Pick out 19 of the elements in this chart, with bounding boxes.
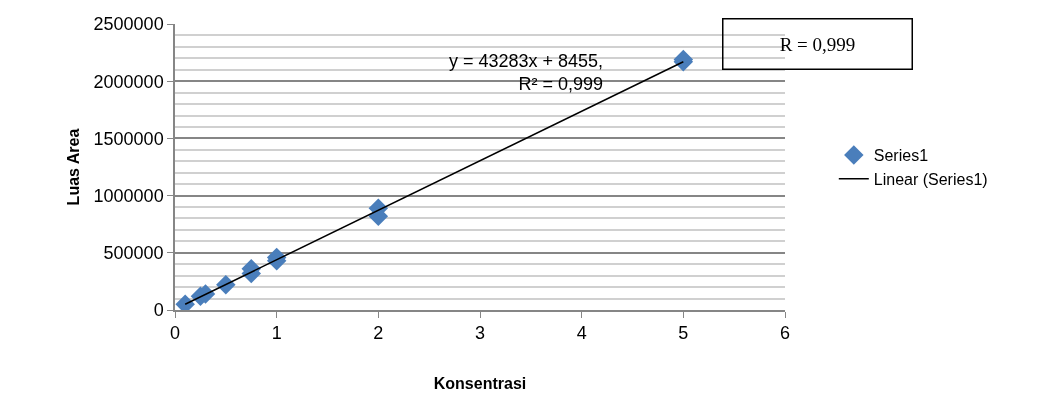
legend-label: Series1 xyxy=(873,147,929,165)
x-tick-label: 4 xyxy=(576,323,587,344)
y-tick-label: 500000 xyxy=(103,243,164,264)
annotation: R = 0,999 xyxy=(779,33,856,55)
y-tick-label: 2000000 xyxy=(93,71,164,92)
x-axis-title: Konsentrasi xyxy=(433,374,527,392)
x-tick-label: 0 xyxy=(169,323,181,344)
y-axis-title: Luas Area xyxy=(64,128,82,206)
y-tick-label: 1000000 xyxy=(93,185,164,206)
y-tick-label: 2500000 xyxy=(93,14,164,35)
legend-label: Linear (Series1) xyxy=(873,170,988,188)
x-tick-label: 2 xyxy=(373,323,384,344)
x-tick-label: 6 xyxy=(779,323,791,344)
y-tick-label: 0 xyxy=(153,300,164,321)
y-tick-label: 1500000 xyxy=(93,128,164,149)
x-tick-label: 5 xyxy=(678,323,689,344)
x-tick-label: 1 xyxy=(271,323,282,344)
x-tick-label: 3 xyxy=(474,323,486,344)
annotation: y = 43283x + 8455, R² = 0,999 xyxy=(449,51,604,95)
